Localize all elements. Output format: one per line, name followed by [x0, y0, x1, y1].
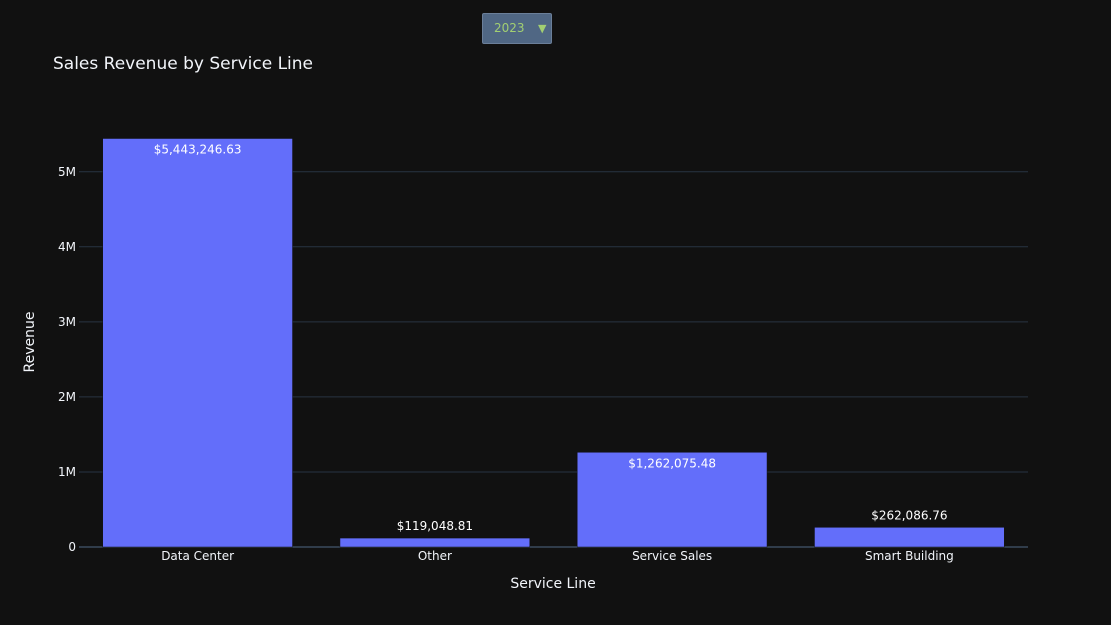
- x-tick-label: Data Center: [161, 549, 234, 563]
- bar: [576, 452, 768, 548]
- bar-layer: [102, 138, 1005, 548]
- triangle-down-icon: ▼: [538, 22, 547, 35]
- year-dropdown[interactable]: 2023 ▼: [482, 13, 552, 44]
- data-label: $1,262,075.48: [628, 456, 716, 470]
- data-label: $262,086.76: [871, 508, 947, 522]
- y-tick-layer: 0 1M 2M 3M 4M 5M: [58, 165, 76, 554]
- y-tick-label: 0: [68, 540, 76, 554]
- x-axis-title: Service Line: [510, 576, 595, 592]
- x-tick-label: Service Sales: [632, 549, 712, 563]
- x-tick-layer: Data Center Other Service Sales Smart Build…: [161, 549, 954, 563]
- data-label-layer: $5,443,246.63 $119,048.81 $1,262,075.48 $26…: [154, 142, 948, 533]
- x-tick-label: Smart Building: [865, 549, 954, 563]
- data-label: $5,443,246.63: [154, 142, 242, 156]
- y-tick-label: 2M: [58, 390, 76, 404]
- bar: [102, 138, 293, 548]
- y-tick-label: 4M: [58, 240, 76, 254]
- year-dropdown-value: 2023: [494, 21, 525, 35]
- bar: [814, 527, 1005, 548]
- bar: [339, 537, 531, 548]
- grid-layer: [79, 171, 1028, 548]
- x-tick-label: Other: [418, 549, 452, 563]
- chart-title: Sales Revenue by Service Line: [53, 54, 313, 74]
- y-tick-label: 3M: [58, 315, 76, 329]
- y-tick-label: 1M: [58, 465, 76, 479]
- y-axis-title: Revenue: [22, 312, 38, 373]
- y-tick-label: 5M: [58, 165, 76, 179]
- data-label: $119,048.81: [397, 519, 473, 533]
